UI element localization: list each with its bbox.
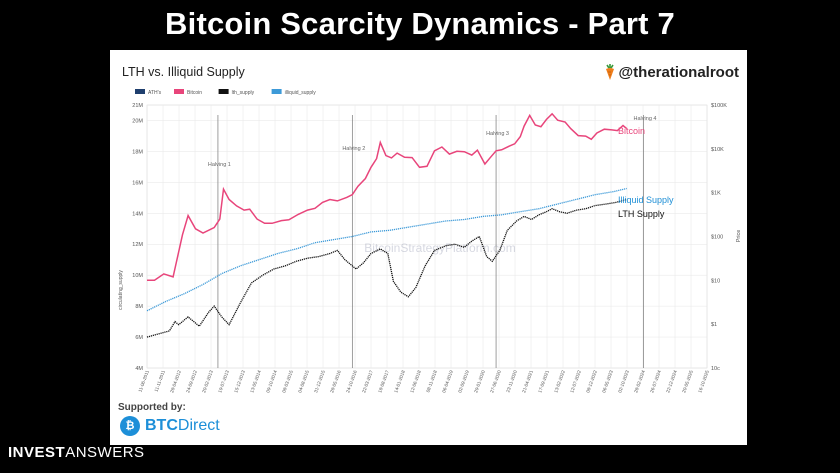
brand-bold: INVEST — [8, 444, 66, 461]
x-tick-label: 12-06-2018 — [409, 369, 422, 393]
x-tick-label: 04-08-2015 — [297, 369, 310, 393]
x-tick-label: 21-04-2021 — [521, 369, 534, 393]
x-tick-label: 11-06-2011 — [137, 369, 150, 393]
x-tick-label: 17-09-2021 — [537, 369, 550, 393]
left-tick-label: 14M — [132, 211, 143, 217]
left-tick-label: 18M — [132, 149, 143, 155]
left-tick-label: 16M — [132, 180, 143, 186]
brand-logo: INVESTANSWERS — [8, 444, 145, 461]
sponsor-name-light: Direct — [177, 417, 220, 434]
left-tick-label: 20M — [132, 118, 143, 124]
x-tick-label: 08-12-2022 — [585, 369, 598, 393]
author-handle-text: @therationalroot — [618, 63, 739, 81]
halving-label: Halving 3 — [486, 131, 509, 137]
x-tick-label: 29-01-2020 — [473, 369, 486, 393]
right-axis-ticks: $100K $10K $1K $100 $10 $1 10c — [711, 103, 727, 372]
x-tick-label: 08-03-2015 — [281, 369, 294, 393]
x-tick-label: 20-05-2025 — [681, 369, 694, 393]
x-tick-label: 18-08-2017 — [377, 369, 390, 393]
lth-supply-line — [146, 198, 627, 338]
plot-area — [146, 104, 708, 369]
right-tick-label: 10c — [711, 366, 720, 372]
right-tick-label: $100K — [711, 103, 727, 109]
halving-lines: Halving 1 Halving 2 Halving 3 Halving 4 — [208, 115, 657, 368]
illiquid-supply-line — [146, 187, 627, 312]
carrot-icon — [605, 64, 614, 80]
x-tick-label: 27-06-2020 — [489, 369, 502, 393]
supported-by-label: Supported by: — [118, 402, 186, 413]
x-tick-label: 09-10-2014 — [265, 369, 278, 393]
sponsor-name: BTCDirect — [145, 417, 220, 435]
legend-label: lth_supply — [232, 90, 255, 96]
left-axis-label: circulating_supply — [118, 270, 124, 310]
chart-panel: BitcoinStrategyPlatform.com Halving 1 Hal… — [110, 50, 747, 445]
legend-swatch — [174, 89, 184, 94]
series-lines — [146, 112, 628, 338]
halving-label: Halving 2 — [342, 146, 365, 152]
x-tick-label: 06-04-2019 — [441, 369, 454, 393]
series-label-lth: LTH Supply — [618, 209, 665, 219]
x-tick-label: 31-12-2015 — [313, 369, 326, 393]
x-tick-label: 28-04-2012 — [169, 369, 182, 393]
x-tick-label: 02-09-2019 — [457, 369, 470, 393]
x-tick-label: 16-10-2025 — [697, 369, 710, 393]
left-tick-label: 8M — [135, 304, 143, 310]
bitcoin-price-line — [147, 112, 628, 282]
legend-swatch — [135, 89, 145, 94]
x-tick-label: 28-05-2016 — [329, 369, 342, 393]
x-tick-label: 26-07-2024 — [649, 369, 662, 393]
right-tick-label: $1K — [711, 191, 721, 197]
x-tick-label: 15-12-2013 — [233, 369, 246, 393]
legend-label: illiquid_supply — [285, 90, 317, 96]
x-tick-label: 23-11-2020 — [505, 369, 518, 393]
x-tick-label: 13-02-2022 — [553, 369, 566, 393]
x-tick-label: 06-05-2023 — [601, 369, 614, 393]
left-tick-label: 6M — [135, 335, 143, 341]
x-tick-label: 28-02-2024 — [633, 369, 646, 393]
left-tick-label: 10M — [132, 273, 143, 279]
sponsor-name-bold: BTC — [145, 417, 178, 434]
bitcoin-icon: ₿ — [120, 416, 140, 436]
x-tick-label: 08-11-2018 — [425, 369, 438, 393]
halving-label: Halving 4 — [634, 116, 657, 122]
legend-label: ATH's — [148, 90, 162, 96]
chart-svg: BitcoinStrategyPlatform.com Halving 1Hal… — [118, 89, 742, 393]
right-tick-label: $10K — [711, 147, 724, 153]
x-tick-label: 11-11-2011 — [154, 369, 167, 392]
legend-swatch — [271, 89, 282, 94]
left-tick-label: 12M — [132, 242, 143, 248]
slide-title: Bitcoin Scarcity Dynamics - Part 7 — [165, 6, 675, 41]
right-axis-label: Price — [736, 230, 742, 243]
x-axis-ticks: 11-06-2011 11-11-2011 28-04-2012 24-09-2012… — [137, 369, 710, 393]
author-handle[interactable]: @therationalroot — [604, 63, 739, 81]
x-tick-label: 12-07-2022 — [569, 369, 582, 393]
halving-label: Halving 1 — [208, 162, 231, 168]
right-tick-label: $10 — [711, 278, 720, 284]
right-tick-label: $100 — [711, 235, 723, 241]
chart-title: LTH vs. Illiquid Supply — [122, 65, 245, 79]
left-tick-label: 21M — [132, 103, 143, 109]
x-tick-label: 22-12-2024 — [665, 369, 678, 393]
x-tick-label: 24-10-2016 — [345, 369, 358, 393]
grid — [146, 104, 708, 369]
series-label-illiquid: Illiquid Supply — [618, 195, 674, 205]
x-tick-label: 14-01-2018 — [393, 369, 406, 393]
legend-swatch — [218, 89, 229, 94]
x-tick-label: 13-05-2014 — [249, 369, 262, 393]
x-tick-label: 02-10-2023 — [617, 369, 630, 393]
sponsor-logo[interactable]: ₿ BTCDirect — [120, 416, 220, 436]
legend: ATH's Bitcoin lth_supply illiquid_supply — [135, 89, 316, 96]
right-tick-label: $1 — [711, 322, 717, 328]
x-tick-label: 19-07-2013 — [217, 369, 230, 393]
x-tick-label: 22-03-2017 — [361, 369, 374, 393]
x-tick-label: 24-09-2012 — [185, 369, 198, 393]
left-tick-label: 4M — [135, 366, 143, 372]
left-axis-ticks: 21M 20M 18M 16M 14M 12M 10M 8M 6M 4M — [132, 103, 143, 372]
series-label-price: Bitcoin — [618, 126, 645, 136]
legend-label: Bitcoin — [187, 90, 202, 96]
x-tick-label: 20-02-2013 — [201, 369, 214, 393]
brand-light: ANSWERS — [65, 444, 145, 461]
